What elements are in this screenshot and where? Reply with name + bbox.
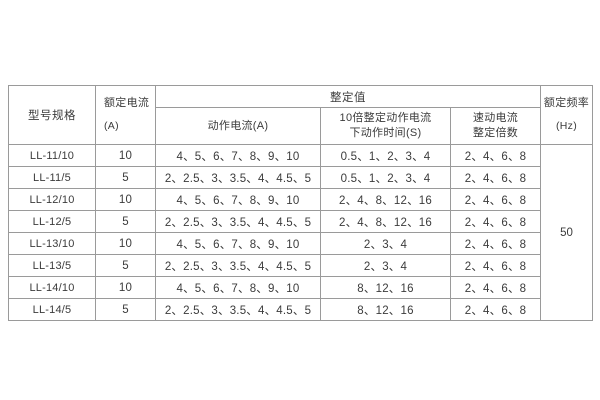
table-row: LL-11/10 10 4、5、6、7、8、9、10 0.5、1、2、3、4 2… xyxy=(8,144,594,321)
header-row-group: 型号规格 额定电流 (A) 整定值 额定频率 (Hz) xyxy=(8,85,594,145)
header-fast-current-line2: 整定倍数 xyxy=(472,127,519,139)
table-row: LL-11/5 5 2、2.5、3、3.5、4、4.5、5 0.5、1、2、3、… xyxy=(8,166,593,189)
header-action-current: 动作电流(A) xyxy=(155,107,321,145)
cell-action-current: 2、2.5、3、3.5、4、4.5、5 xyxy=(155,166,321,189)
cell-fast-current-multiple: 2、4、6、8 xyxy=(449,210,542,233)
cell-action-current: 4、5、6、7、8、9、10 xyxy=(155,188,321,211)
table-row: LL-13/10 10 4、5、6、7、8、9、10 2、3、4 2、4、6、8 xyxy=(8,232,593,255)
cell-fast-current-multiple: 2、4、6、8 xyxy=(449,298,542,321)
cell-rated-current: 10 xyxy=(95,232,156,255)
cell-action-current: 4、5、6、7、8、9、10 xyxy=(155,144,321,167)
table-row: LL-12/5 5 2、2.5、3、3.5、4、4.5、5 2、4、8、12、1… xyxy=(8,210,593,233)
cell-rated-current: 5 xyxy=(95,254,156,277)
header-fast-current-multiple: 速动电流 整定倍数 xyxy=(449,107,542,145)
header-ten-times-operate-time: 10倍整定动作电流 下动作时间(S) xyxy=(320,107,451,145)
cell-rated-current: 10 xyxy=(95,188,156,211)
table-body: LL-11/10 10 4、5、6、7、8、9、10 0.5、1、2、3、4 2… xyxy=(8,144,594,321)
cell-ten-times-time: 2、4、8、12、16 xyxy=(320,210,451,233)
cell-rated-current: 10 xyxy=(95,144,156,167)
header-rated-frequency: 额定频率 (Hz) xyxy=(540,85,594,145)
cell-model: LL-13/5 xyxy=(8,254,96,277)
cell-ten-times-time: 2、3、4 xyxy=(320,254,451,277)
cell-model: LL-11/5 xyxy=(8,166,96,189)
header-setting-value-group: 整定值 xyxy=(154,85,542,108)
cell-model: LL-12/10 xyxy=(8,188,96,211)
header-rated-current: 额定电流 (A) xyxy=(95,85,156,145)
relay-specification-table: 型号规格 额定电流 (A) 整定值 额定频率 (Hz) 动作电流(A) 10倍整… xyxy=(8,85,594,321)
header-model: 型号规格 xyxy=(8,85,96,145)
table-row: LL-14/5 5 2、2.5、3、3.5、4、4.5、5 8、12、16 2、… xyxy=(8,298,593,321)
cell-model: LL-13/10 xyxy=(8,232,96,255)
cell-rated-frequency: 50 xyxy=(540,144,594,321)
cell-action-current: 2、2.5、3、3.5、4、4.5、5 xyxy=(155,298,321,321)
cell-fast-current-multiple: 2、4、6、8 xyxy=(449,254,542,277)
cell-rated-current: 5 xyxy=(95,166,156,189)
cell-fast-current-multiple: 2、4、6、8 xyxy=(449,232,542,255)
cell-ten-times-time: 0.5、1、2、3、4 xyxy=(320,144,451,167)
cell-action-current: 4、5、6、7、8、9、10 xyxy=(155,276,321,299)
cell-action-current: 2、2.5、3、3.5、4、4.5、5 xyxy=(155,254,321,277)
cell-action-current: 4、5、6、7、8、9、10 xyxy=(155,232,321,255)
cell-model: LL-14/5 xyxy=(8,298,96,321)
cell-action-current: 2、2.5、3、3.5、4、4.5、5 xyxy=(155,210,321,233)
cell-model: LL-11/10 xyxy=(8,144,96,167)
cell-rated-current: 5 xyxy=(95,210,156,233)
cell-ten-times-time: 2、3、4 xyxy=(320,232,451,255)
cell-fast-current-multiple: 2、4、6、8 xyxy=(449,276,542,299)
header-ten-times-line1: 10倍整定动作电流 xyxy=(339,112,432,124)
header-rated-frequency-unit: (Hz) xyxy=(556,120,578,132)
header-row-sub: 动作电流(A) 10倍整定动作电流 下动作时间(S) 速动电流 整定倍数 xyxy=(9,107,593,145)
cell-ten-times-time: 8、12、16 xyxy=(320,276,451,299)
cell-rated-current: 10 xyxy=(95,276,156,299)
cell-rated-current: 5 xyxy=(95,298,156,321)
header-fast-current-line1: 速动电流 xyxy=(472,112,519,124)
cell-ten-times-time: 8、12、16 xyxy=(320,298,451,321)
table-header: 型号规格 额定电流 (A) 整定值 额定频率 (Hz) 动作电流(A) 10倍整… xyxy=(8,85,594,145)
cell-model: LL-12/5 xyxy=(8,210,96,233)
cell-model: LL-14/10 xyxy=(8,276,96,299)
table-row: LL-13/5 5 2、2.5、3、3.5、4、4.5、5 2、3、4 2、4、… xyxy=(8,254,593,277)
cell-fast-current-multiple: 2、4、6、8 xyxy=(449,144,542,167)
header-rated-frequency-label: 额定频率 xyxy=(543,97,590,109)
header-rated-current-unit: (A) xyxy=(104,120,119,132)
cell-fast-current-multiple: 2、4、6、8 xyxy=(449,166,542,189)
header-rated-current-label: 额定电流 xyxy=(104,97,150,109)
cell-fast-current-multiple: 2、4、6、8 xyxy=(449,188,542,211)
cell-ten-times-time: 2、4、8、12、16 xyxy=(320,188,451,211)
table-row: LL-12/10 10 4、5、6、7、8、9、10 2、4、8、12、16 2… xyxy=(8,188,593,211)
cell-ten-times-time: 0.5、1、2、3、4 xyxy=(320,166,451,189)
table-row: LL-14/10 10 4、5、6、7、8、9、10 8、12、16 2、4、6… xyxy=(8,276,593,299)
header-ten-times-line2: 下动作时间(S) xyxy=(349,127,422,139)
